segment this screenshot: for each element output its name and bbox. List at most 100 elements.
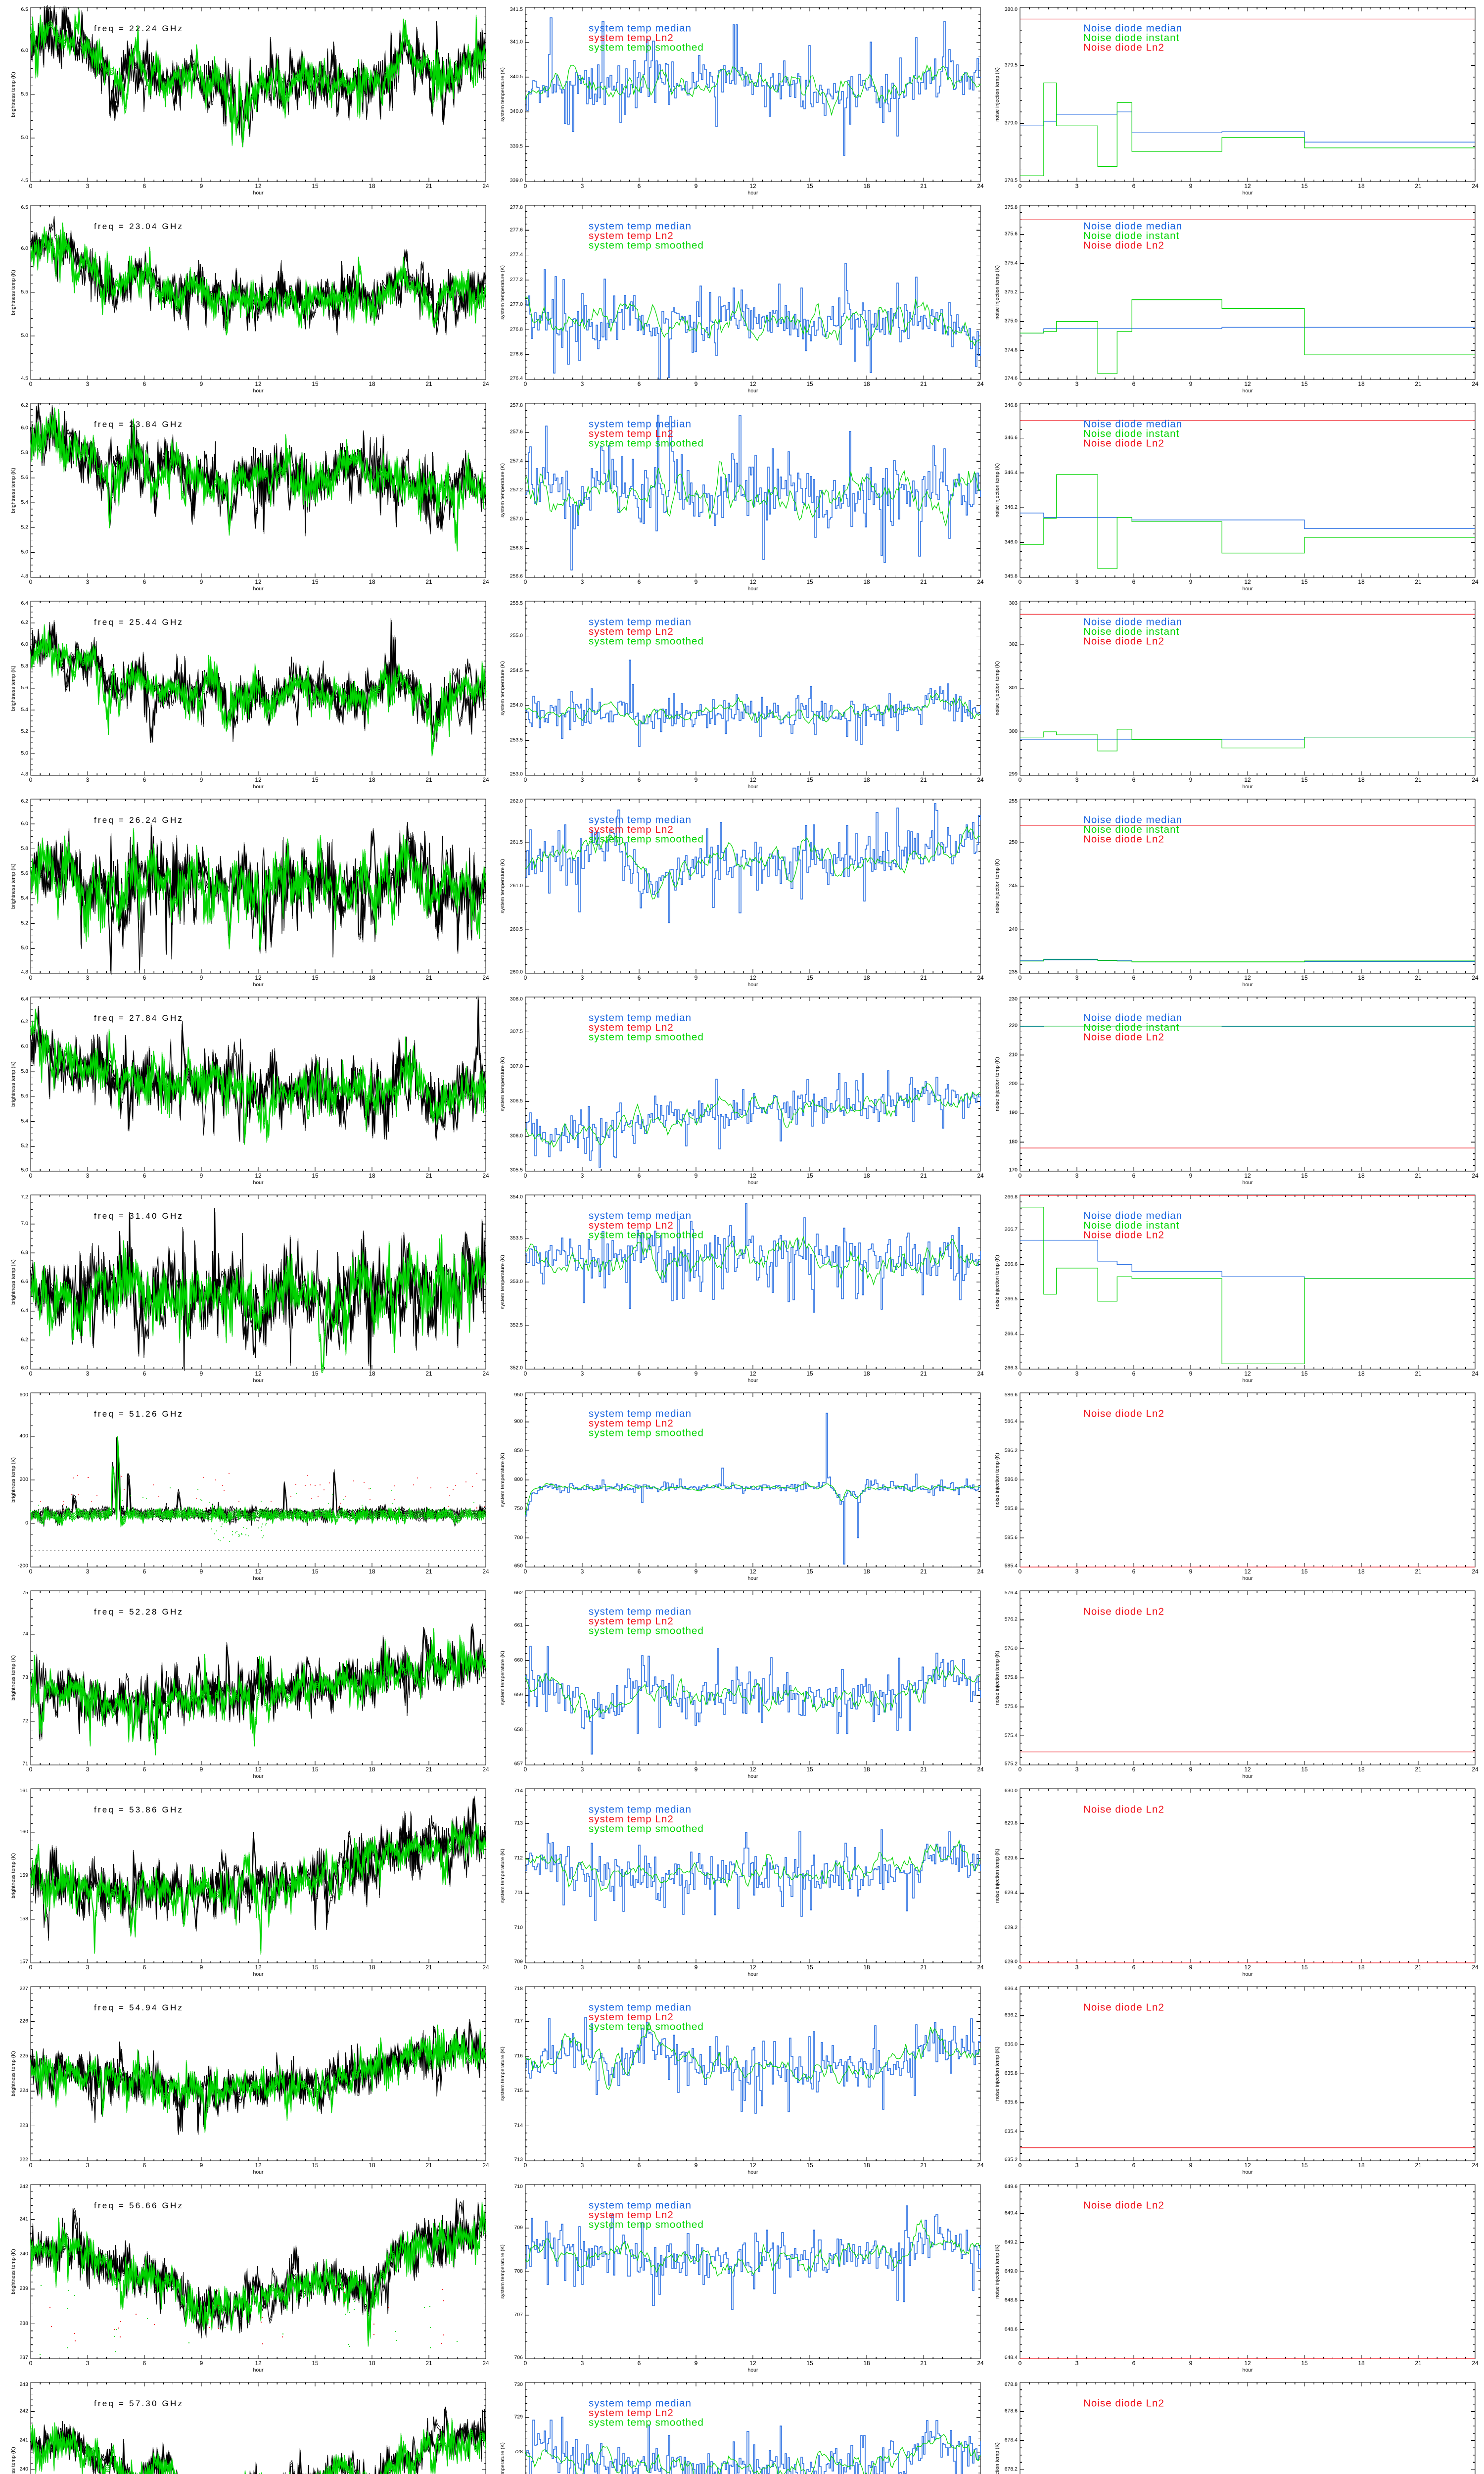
svg-text:system temp Ln2: system temp Ln2 [589,626,674,637]
svg-text:15: 15 [806,776,813,783]
svg-text:12: 12 [255,381,262,387]
svg-text:24: 24 [977,1172,984,1179]
svg-text:6.2: 6.2 [21,1336,28,1342]
svg-text:hour: hour [253,784,264,790]
svg-text:system temperature (K): system temperature (K) [500,2046,506,2101]
svg-text:346.4: 346.4 [1005,470,1018,476]
svg-text:15: 15 [806,1766,813,1773]
svg-text:brightness temp (K): brightness temp (K) [10,270,16,315]
svg-text:240: 240 [19,2466,28,2472]
svg-text:system temp Ln2: system temp Ln2 [589,2407,674,2419]
svg-text:250: 250 [1009,839,1018,845]
svg-text:6: 6 [1132,381,1136,387]
svg-text:6: 6 [638,578,641,585]
svg-text:240: 240 [19,2251,28,2257]
svg-text:6: 6 [638,183,641,190]
svg-text:hour: hour [747,982,758,988]
svg-text:346.6: 346.6 [1005,434,1018,440]
svg-text:freq = 27.84 GHz: freq = 27.84 GHz [94,1013,184,1023]
svg-text:hour: hour [747,1378,758,1383]
svg-text:hour: hour [747,1575,758,1581]
svg-text:brightness temp (K): brightness temp (K) [10,1655,16,1701]
svg-text:9: 9 [200,1172,203,1179]
svg-text:12: 12 [255,776,262,783]
svg-text:freq = 54.94 GHz: freq = 54.94 GHz [94,2003,184,2012]
svg-text:Noise diode median: Noise diode median [1083,221,1182,232]
svg-text:7.2: 7.2 [21,1194,28,1200]
svg-text:6: 6 [638,381,641,387]
svg-text:339.0: 339.0 [510,178,523,184]
svg-text:648.6: 648.6 [1005,2326,1018,2332]
svg-text:21: 21 [425,1964,432,1971]
svg-text:254.5: 254.5 [510,667,523,673]
svg-text:noise injection temp (K): noise injection temp (K) [994,1453,1000,1507]
svg-text:227: 227 [19,1986,28,1992]
svg-text:15: 15 [312,974,319,981]
svg-text:630.0: 630.0 [1005,1788,1018,1794]
svg-text:230: 230 [1009,996,1018,1002]
svg-text:15: 15 [806,2162,813,2169]
svg-text:24: 24 [1472,578,1479,585]
svg-text:12: 12 [1244,183,1251,190]
svg-text:12: 12 [749,381,756,387]
svg-text:hour: hour [253,1773,264,1779]
svg-text:21: 21 [1415,1568,1422,1575]
svg-text:15: 15 [312,1964,319,1971]
svg-text:5.6: 5.6 [21,870,28,876]
svg-text:21: 21 [1415,183,1422,190]
svg-text:system temp Ln2: system temp Ln2 [589,2209,674,2221]
svg-text:3: 3 [1075,1568,1079,1575]
svg-text:15: 15 [806,381,813,387]
svg-text:243: 243 [19,2381,28,2387]
svg-text:0: 0 [1019,2360,1022,2367]
svg-text:9: 9 [695,381,698,387]
svg-text:18: 18 [369,1766,375,1773]
svg-text:277.6: 277.6 [510,227,523,233]
svg-text:noise injection temp (K): noise injection temp (K) [994,661,1000,715]
svg-text:678.8: 678.8 [1005,2381,1018,2387]
svg-text:711: 711 [514,1890,523,1896]
svg-text:6: 6 [1132,1568,1136,1575]
svg-text:678.6: 678.6 [1005,2408,1018,2414]
svg-text:300: 300 [1009,728,1018,734]
svg-text:380.0: 380.0 [1005,6,1018,12]
svg-text:254.0: 254.0 [510,702,523,708]
svg-text:6.2: 6.2 [21,619,28,625]
svg-text:Noise diode instant: Noise diode instant [1083,1220,1179,1231]
svg-text:12: 12 [255,1964,262,1971]
svg-text:15: 15 [312,1766,319,1773]
svg-text:0: 0 [524,2162,527,2169]
svg-text:0: 0 [1019,776,1022,783]
svg-text:15: 15 [312,776,319,783]
svg-text:575.6: 575.6 [1005,1704,1018,1710]
svg-text:3: 3 [86,1172,90,1179]
svg-text:266.6: 266.6 [1005,1261,1018,1267]
svg-text:24: 24 [1472,1172,1479,1179]
svg-text:241: 241 [19,2216,28,2222]
svg-text:18: 18 [1358,381,1365,387]
svg-text:Noise diode instant: Noise diode instant [1083,32,1179,44]
svg-text:0: 0 [1019,578,1022,585]
svg-text:6: 6 [1132,2162,1136,2169]
svg-text:9: 9 [695,2360,698,2367]
svg-text:hour: hour [747,784,758,790]
svg-text:235: 235 [1009,969,1018,975]
svg-text:576.4: 576.4 [1005,1590,1018,1596]
svg-text:0: 0 [524,1766,527,1773]
svg-text:586.4: 586.4 [1005,1419,1018,1425]
svg-text:4.8: 4.8 [21,573,28,579]
svg-text:6.0: 6.0 [21,641,28,647]
svg-text:3: 3 [86,1370,90,1377]
svg-text:346.8: 346.8 [1005,402,1018,408]
svg-text:15: 15 [312,1172,319,1179]
svg-text:713: 713 [514,1820,523,1826]
svg-text:0: 0 [524,2360,527,2367]
svg-text:6: 6 [143,2360,146,2367]
svg-text:freq = 22.24 GHz: freq = 22.24 GHz [94,24,184,33]
svg-text:21: 21 [920,1370,927,1377]
svg-text:160: 160 [19,1829,28,1835]
svg-text:hour: hour [1242,1773,1253,1779]
svg-text:Noise diode instant: Noise diode instant [1083,824,1179,835]
svg-text:24: 24 [482,578,489,585]
svg-text:629.0: 629.0 [1005,1959,1018,1965]
